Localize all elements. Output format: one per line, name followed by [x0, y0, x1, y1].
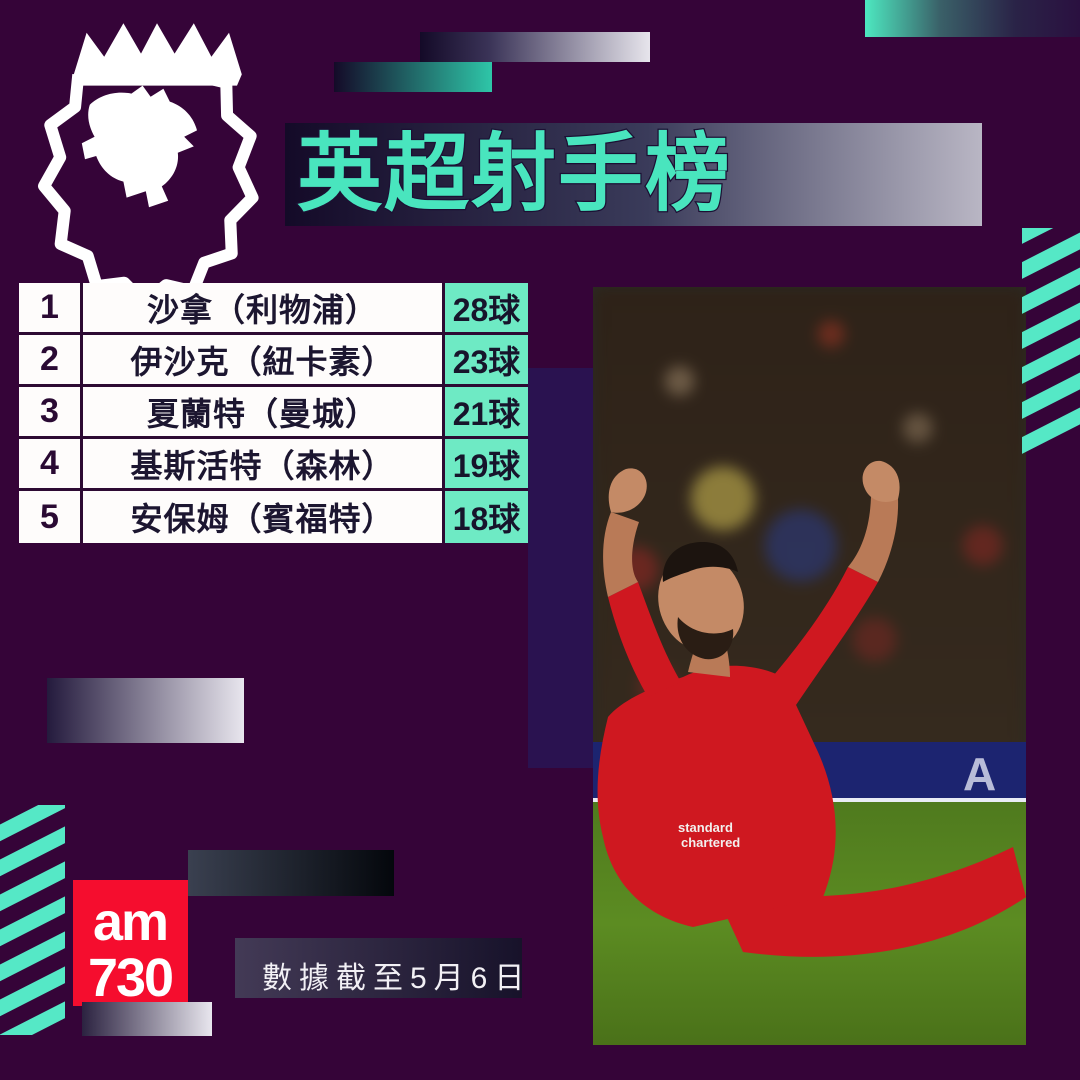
- svg-text:730: 730: [88, 948, 172, 1006]
- svg-text:chartered: chartered: [681, 835, 740, 850]
- svg-text:standard: standard: [678, 820, 733, 835]
- svg-text:am: am: [93, 892, 167, 952]
